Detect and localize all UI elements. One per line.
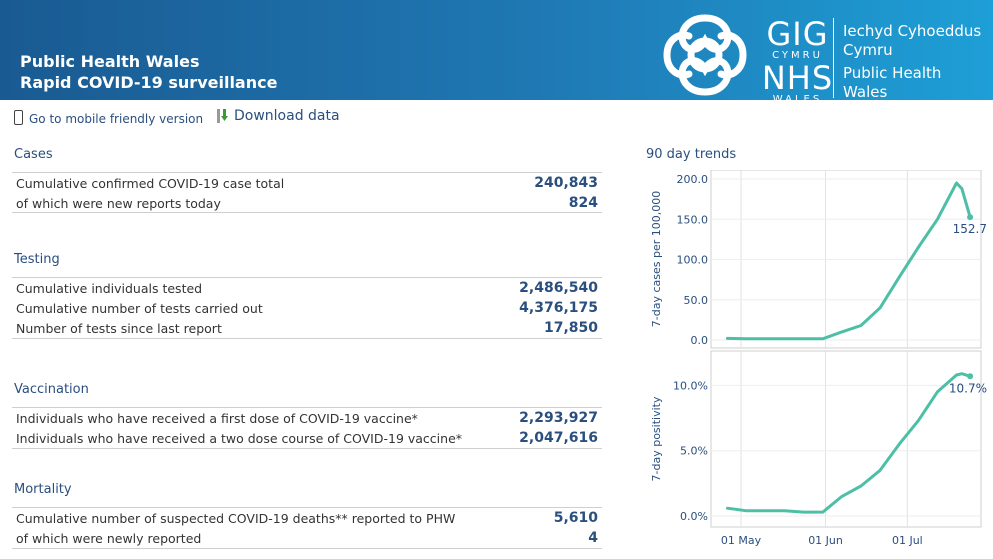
row-value: 2,047,616	[519, 430, 598, 446]
cases-rate-chart: 0.0 50.0 100.0 150.0 200.0 7-day cases per 10…	[650, 170, 987, 349]
page-header: Public Health Wales Rapid COVID-19 surve…	[0, 0, 993, 105]
cases-section-title: Cases	[14, 147, 53, 162]
mobile-version-link[interactable]: Go to mobile friendly version	[14, 110, 203, 126]
download-icon	[217, 109, 228, 123]
table-row: of which were new reports today 824	[12, 193, 602, 213]
mobile-version-label: Go to mobile friendly version	[29, 112, 204, 126]
row-value: 2,293,927	[519, 410, 598, 426]
series-end-point	[967, 214, 974, 221]
row-label: of which were new reports today	[16, 196, 221, 211]
table-row: Individuals who have received a first do…	[12, 408, 602, 428]
logo-gig-text: GIG	[766, 15, 829, 53]
mortality-section-title: Mortality	[14, 482, 72, 497]
logo-org-name: Iechyd Cyhoeddus Cymru Public Health Wal…	[843, 22, 981, 102]
table-row: Cumulative individuals tested 2,486,540	[12, 278, 602, 298]
logo-nhs-text: NHS	[761, 59, 834, 97]
row-value: 824	[568, 195, 598, 211]
trends-charts: 0.0 50.0 100.0 150.0 200.0 7-day cases per 10…	[650, 170, 987, 547]
nhs-wales-logo: GIG CYMRU NHS WALES Iechyd Cyhoeddus Cym…	[655, 12, 985, 105]
mortality-divider-top	[12, 507, 602, 508]
y-axis-label: 7-day positivity	[650, 396, 663, 481]
end-value-label: 152.7	[953, 222, 987, 236]
table-row: of which were newly reported 4	[12, 528, 602, 548]
logo-divider	[833, 18, 834, 98]
row-label: Individuals who have received a two dose…	[16, 431, 463, 446]
testing-section-title: Testing	[14, 252, 60, 267]
row-label: Cumulative number of tests carried out	[16, 301, 263, 316]
trends-title: 90 day trends	[646, 147, 737, 162]
mobile-phone-icon	[14, 110, 23, 125]
y-tick-label: 5.0%	[680, 445, 708, 458]
positivity-chart: 0.0% 5.0% 10.0% 7-day positivity 10.7% 01 May…	[650, 350, 987, 547]
download-data-label: Download data	[234, 108, 340, 124]
logo-wales-text: WALES	[772, 94, 823, 105]
table-row: Cumulative confirmed COVID-19 case total…	[12, 173, 602, 193]
y-tick-label: 150.0	[677, 213, 709, 226]
vaccination-divider-bottom	[12, 448, 602, 449]
y-tick-label: 10.0%	[673, 379, 708, 392]
gig-nhs-wordmark: GIG CYMRU NHS WALES	[760, 18, 835, 106]
download-data-link[interactable]: Download data	[217, 108, 340, 124]
cases-divider-top	[12, 172, 602, 173]
y-tick-label: 200.0	[677, 173, 709, 186]
end-value-label: 10.7%	[949, 381, 987, 395]
y-tick-label: 100.0	[677, 254, 709, 267]
row-label: Cumulative confirmed COVID-19 case total	[16, 176, 285, 191]
testing-divider-top	[12, 277, 602, 278]
y-axis-label: 7-day cases per 100,000	[650, 191, 663, 327]
celtic-knot-icon	[663, 14, 747, 96]
row-value: 17,850	[543, 320, 598, 336]
row-label: Cumulative number of suspected COVID-19 …	[16, 511, 456, 526]
series-line	[725, 372, 972, 514]
page-title-line2: Rapid COVID-19 surveillance	[20, 73, 278, 92]
table-row: Individuals who have received a two dose…	[12, 428, 602, 448]
row-label: of which were newly reported	[16, 531, 202, 546]
logo-cymru-text: CYMRU	[772, 50, 823, 61]
row-label: Cumulative individuals tested	[16, 281, 203, 296]
row-value: 5,610	[553, 510, 598, 526]
series-end-point	[967, 373, 974, 380]
table-row: Number of tests since last report 17,850	[12, 318, 602, 338]
vaccination-divider-top	[12, 407, 602, 408]
y-tick-label: 0.0	[691, 334, 709, 347]
y-tick-label: 50.0	[684, 294, 709, 307]
x-tick-label: 01 Jul	[892, 534, 923, 547]
logo-right-line4: Wales	[843, 83, 888, 101]
series-line	[725, 181, 972, 341]
y-tick-label: 0.0%	[680, 510, 708, 523]
x-tick-label: 01 May	[721, 534, 762, 547]
row-value: 2,486,540	[519, 280, 598, 296]
testing-divider-bottom	[12, 338, 602, 339]
chart-frame	[710, 350, 982, 528]
row-value: 4	[588, 530, 598, 546]
row-value: 240,843	[534, 175, 598, 191]
logo-right-line2: Cymru	[843, 41, 893, 59]
page-title: Public Health Wales Rapid COVID-19 surve…	[20, 51, 277, 93]
vaccination-section-title: Vaccination	[14, 382, 89, 397]
row-label: Number of tests since last report	[16, 321, 222, 336]
mortality-divider-bottom	[12, 548, 602, 549]
logo-right-line3: Public Health	[843, 64, 942, 82]
row-label: Individuals who have received a first do…	[16, 411, 418, 426]
page-title-line1: Public Health Wales	[20, 52, 200, 71]
row-value: 4,376,175	[519, 300, 598, 316]
x-tick-label: 01 Jun	[808, 534, 843, 547]
table-row: Cumulative number of tests carried out 4…	[12, 298, 602, 318]
logo-right-line1: Iechyd Cyhoeddus	[843, 22, 982, 40]
cases-divider-bottom	[12, 212, 602, 213]
table-row: Cumulative number of suspected COVID-19 …	[12, 508, 602, 528]
